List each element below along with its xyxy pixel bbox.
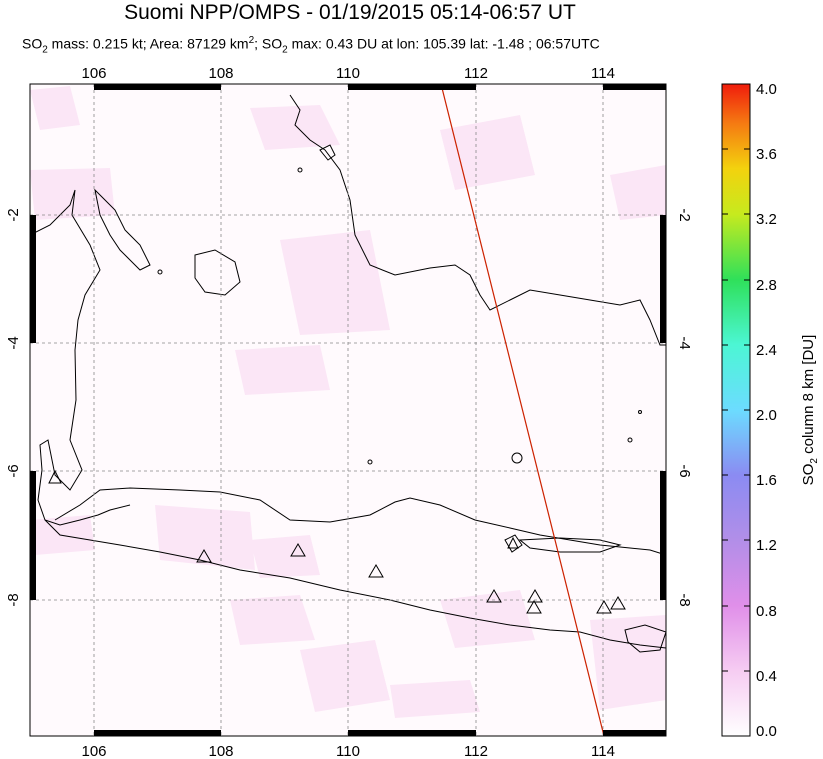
volcano-marker <box>526 600 542 614</box>
coastlines <box>30 94 666 653</box>
colorbar-tick: 2.8 <box>756 277 777 294</box>
lat-tick-right: -2 <box>676 208 693 221</box>
lon-tick-top: 114 <box>591 65 615 82</box>
colorbar-tick: 4.0 <box>756 81 777 98</box>
volcano-marker <box>486 589 502 603</box>
volcano-marker <box>196 549 212 563</box>
volcano-marker <box>610 596 626 610</box>
volcano-markers <box>48 469 626 614</box>
colorbar-label: SO2 column 8 km [DU] <box>800 334 820 486</box>
graticule <box>30 84 666 736</box>
lat-tick-right: -4 <box>676 336 693 349</box>
lat-tick-right: -8 <box>676 593 693 606</box>
lat-tick-left: -6 <box>5 464 22 477</box>
lon-tick-bottom: 114 <box>591 743 615 759</box>
lat-tick-left: -2 <box>5 208 22 221</box>
volcano-marker <box>507 536 519 549</box>
lon-tick-bottom: 106 <box>81 743 106 759</box>
lon-tick-top: 110 <box>336 65 360 82</box>
map-frame-ticks <box>30 84 666 736</box>
lon-tick-top: 106 <box>81 65 106 82</box>
lon-tick-top: 108 <box>208 65 233 82</box>
orbit-track <box>440 83 605 737</box>
lat-tick-left: -8 <box>5 593 22 606</box>
colorbar-tick: 0.4 <box>756 668 777 685</box>
lat-tick-left: -4 <box>5 336 22 349</box>
colorbar-tick: 0.0 <box>756 723 777 740</box>
lat-tick-right: -6 <box>676 464 693 477</box>
volcano-marker <box>596 600 612 614</box>
volcano-marker <box>290 543 306 557</box>
lon-tick-bottom: 108 <box>208 743 233 759</box>
colorbar-tick: 1.6 <box>756 472 777 489</box>
lon-tick-bottom: 112 <box>464 743 488 759</box>
colorbar-tick: 0.8 <box>756 603 777 620</box>
lon-tick-bottom: 110 <box>336 743 360 759</box>
volcano-marker <box>48 469 62 484</box>
so2-swaths <box>30 86 666 718</box>
colorbar-tick-marks <box>722 148 750 672</box>
colorbar-tick: 3.6 <box>756 146 777 163</box>
colorbar-tick: 3.2 <box>756 211 777 228</box>
volcano-marker <box>368 564 384 578</box>
colorbar-tick: 2.4 <box>756 342 777 359</box>
map-title: Suomi NPP/OMPS - 01/19/2015 05:14-06:57 … <box>124 1 576 24</box>
colorbar-tick: 2.0 <box>756 407 777 424</box>
map-subtitle: SO2 mass: 0.215 kt; Area: 87129 km2; SO2… <box>22 35 600 56</box>
colorbar-tick: 1.2 <box>756 537 777 554</box>
lon-tick-top: 112 <box>464 65 488 82</box>
